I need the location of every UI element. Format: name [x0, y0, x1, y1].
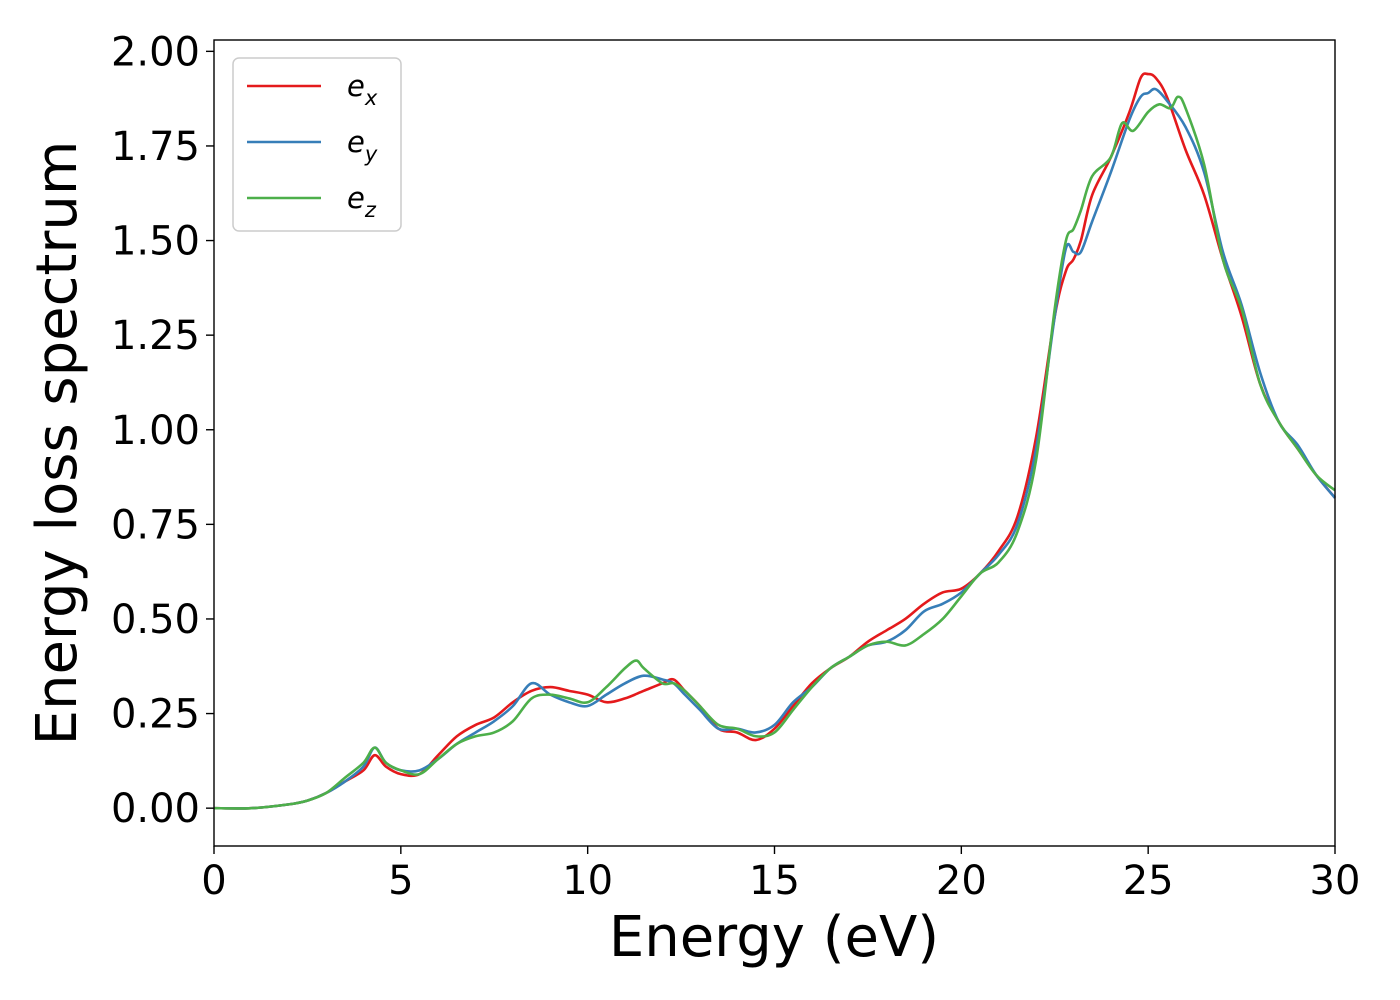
- y-tick-label: 2.00: [111, 29, 200, 75]
- y-tick-label: 1.75: [111, 124, 200, 170]
- y-axis-title: Energy loss spectrum: [25, 141, 90, 746]
- x-tick-label: 10: [562, 858, 613, 904]
- x-tick-label: 5: [388, 858, 413, 904]
- y-tick-label: 1.00: [111, 408, 200, 454]
- series-line-ex: [213, 72, 1337, 810]
- x-axis-title: Energy (eV): [609, 905, 939, 970]
- legend-box: [232, 57, 402, 232]
- x-tick-label: 25: [1123, 858, 1174, 904]
- y-axis: 0.00 0.25 0.50 0.75 1.00 1.25 1.50 1.75 2.00: [111, 29, 214, 832]
- y-tick-label: 0.50: [111, 597, 200, 643]
- x-tick-label: 0: [201, 858, 226, 904]
- y-tick-label: 1.50: [111, 219, 200, 265]
- y-tick-label: 0.75: [111, 502, 200, 548]
- x-tick-label: 20: [936, 858, 987, 904]
- y-tick-label: 0.25: [111, 692, 200, 738]
- series-group: [213, 72, 1337, 810]
- y-tick-label: 0.00: [111, 786, 200, 832]
- x-tick-label: 15: [749, 858, 800, 904]
- series-line-ez: [213, 95, 1336, 810]
- x-axis: 0 5 10 15 20 25 30: [201, 846, 1360, 904]
- x-tick-label: 30: [1310, 858, 1361, 904]
- y-tick-label: 1.25: [111, 313, 200, 359]
